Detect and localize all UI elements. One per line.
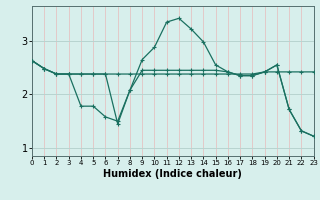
X-axis label: Humidex (Indice chaleur): Humidex (Indice chaleur) (103, 169, 242, 179)
